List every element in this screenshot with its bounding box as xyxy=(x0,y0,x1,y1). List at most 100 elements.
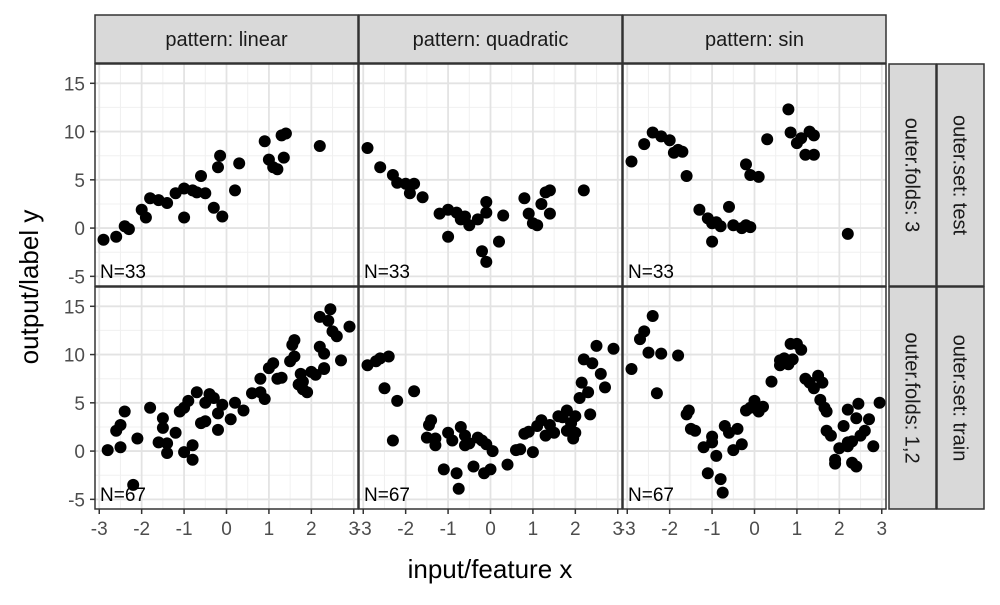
x-axis: -3 -2 -1 0 1 2 3-3 -2 -1 0 1 2 3-3 -2 -1 0 1 2 3 xyxy=(91,509,887,540)
data-point xyxy=(807,382,820,395)
sample-count-label: N=33 xyxy=(364,262,410,283)
data-point xyxy=(852,397,865,410)
x-tick-label: 0 xyxy=(221,519,232,540)
data-point xyxy=(271,163,284,176)
data-point xyxy=(599,381,611,394)
data-point xyxy=(535,198,548,210)
data-point xyxy=(575,376,588,389)
data-point xyxy=(330,330,343,343)
y-tick-label: 0 xyxy=(74,219,85,240)
data-point xyxy=(313,140,326,152)
data-point xyxy=(452,482,465,495)
data-point xyxy=(214,149,227,162)
data-point xyxy=(318,363,331,375)
strip-label: outer.set: train xyxy=(949,335,971,462)
data-point xyxy=(277,151,290,164)
data-point xyxy=(480,255,493,268)
data-point xyxy=(161,437,174,450)
y-tick-label: 10 xyxy=(64,346,85,367)
data-point xyxy=(816,376,829,389)
data-point xyxy=(224,413,237,426)
data-point xyxy=(680,170,693,182)
sample-count-label: N=67 xyxy=(628,485,674,506)
data-point xyxy=(761,133,774,146)
data-point xyxy=(478,467,491,480)
data-point xyxy=(309,368,322,381)
data-point xyxy=(560,404,573,417)
data-point xyxy=(841,227,854,240)
data-point xyxy=(676,145,689,158)
data-point xyxy=(114,441,127,454)
data-point xyxy=(727,444,740,457)
data-point xyxy=(731,422,744,435)
data-point xyxy=(301,386,314,399)
data-point xyxy=(531,219,544,232)
data-point xyxy=(706,430,719,443)
data-point xyxy=(403,187,416,200)
panel-1-2: N=67 xyxy=(622,286,887,510)
data-point xyxy=(586,357,599,370)
data-point xyxy=(858,424,871,437)
data-point xyxy=(254,372,267,385)
data-point xyxy=(471,213,484,226)
data-point xyxy=(799,148,812,161)
data-point xyxy=(139,211,152,224)
x-tick-label: 1 xyxy=(264,519,275,540)
data-point xyxy=(343,320,356,333)
data-point xyxy=(710,449,723,462)
sample-count-label: N=67 xyxy=(364,485,410,506)
strip-label: outer.folds: 3 xyxy=(901,118,923,233)
data-point xyxy=(101,444,114,457)
data-point xyxy=(480,196,493,208)
data-point xyxy=(663,134,676,147)
panels-layer: N=33 N=33 N=33 N=67 N=67 N=67 xyxy=(94,63,887,510)
data-point xyxy=(850,412,863,425)
x-tick-label: 1 xyxy=(792,519,803,540)
data-point xyxy=(408,177,421,190)
data-point xyxy=(258,393,271,405)
sample-count-label: N=33 xyxy=(100,262,146,283)
strip-label: pattern: quadratic xyxy=(413,29,569,51)
data-point xyxy=(765,375,778,388)
strip-column-1: pattern: quadratic xyxy=(358,14,623,64)
data-point xyxy=(118,405,131,418)
y-tick-label: 5 xyxy=(74,171,85,192)
data-point xyxy=(693,203,706,216)
strip-row-0-1: outer.folds: 1,2 xyxy=(888,286,937,510)
data-point xyxy=(207,201,220,214)
data-point xyxy=(97,233,110,246)
panel-0-1: N=33 xyxy=(358,63,623,287)
data-point xyxy=(638,325,651,338)
data-point xyxy=(795,343,808,356)
data-point xyxy=(577,184,590,197)
data-point xyxy=(518,192,531,205)
data-point xyxy=(161,447,174,459)
data-point xyxy=(229,396,241,409)
data-point xyxy=(841,403,854,416)
data-point xyxy=(514,443,527,456)
strip-background xyxy=(936,63,985,287)
data-point xyxy=(190,386,203,399)
data-point xyxy=(841,436,854,449)
data-point xyxy=(467,460,480,473)
data-point xyxy=(543,207,556,220)
x-axis-title: input/feature x xyxy=(408,554,573,584)
data-point xyxy=(493,235,505,248)
x-tick-label: -1 xyxy=(440,519,457,540)
data-point xyxy=(169,426,182,439)
x-tick-label: -3 xyxy=(619,519,636,540)
x-tick-label: 0 xyxy=(485,519,496,540)
data-point xyxy=(486,445,499,458)
data-point xyxy=(279,127,292,140)
data-point xyxy=(646,310,659,322)
x-tick-label: 3 xyxy=(876,519,887,540)
data-point xyxy=(229,184,241,197)
data-point xyxy=(416,191,429,204)
data-point xyxy=(837,420,850,432)
data-point xyxy=(463,219,476,232)
data-point xyxy=(446,434,459,447)
data-point xyxy=(784,126,797,139)
data-point xyxy=(288,334,301,347)
strip-label: pattern: linear xyxy=(165,29,288,51)
data-point xyxy=(873,396,886,409)
